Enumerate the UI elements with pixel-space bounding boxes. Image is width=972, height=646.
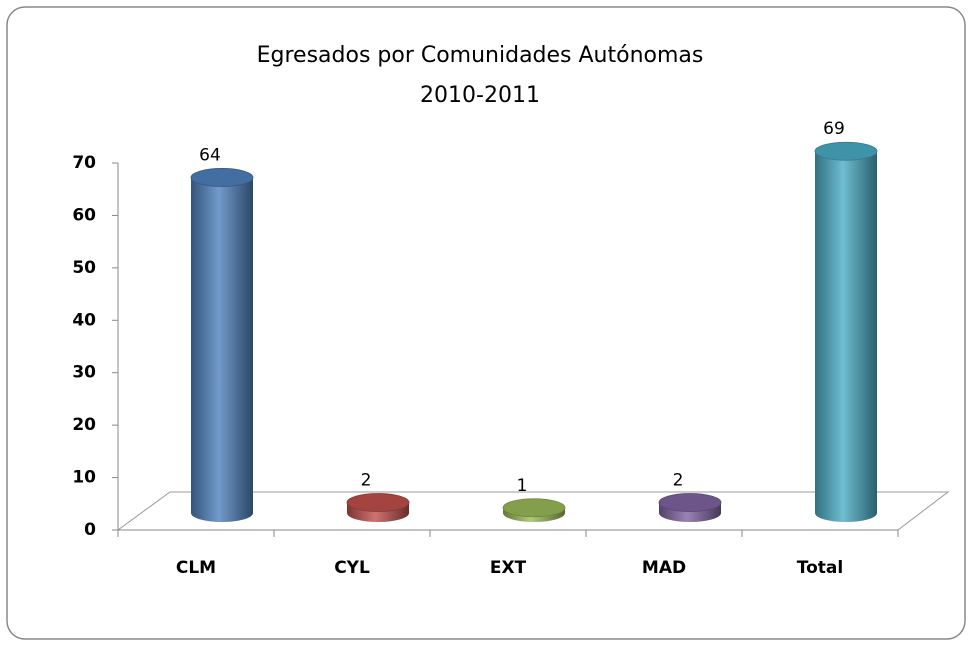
bar-top	[502, 498, 566, 518]
y-tick-label: 50	[72, 258, 96, 278]
y-tick-label: 10	[72, 468, 96, 488]
y-tick-label: 20	[72, 415, 96, 435]
x-tick-label: CLM	[176, 558, 216, 578]
chart-title: Egresados por Comunidades Autónomas	[257, 43, 704, 68]
value-label: 69	[823, 119, 845, 139]
bar-top	[658, 493, 722, 512]
x-tick-label: MAD	[642, 558, 686, 578]
value-label: 2	[673, 471, 684, 491]
value-label: 1	[517, 476, 528, 496]
y-tick-label: 70	[72, 153, 96, 173]
y-tick-label: 30	[72, 363, 96, 383]
bar-top	[190, 168, 254, 187]
y-tick-label: 0	[84, 520, 96, 540]
chart-subtitle: 2010-2011	[420, 83, 540, 108]
y-tick-label: 40	[72, 310, 96, 330]
y-tick-label: 60	[72, 205, 96, 225]
x-tick-label: Total	[797, 558, 843, 578]
bar-top	[346, 493, 410, 512]
bar	[191, 168, 253, 522]
bar-top	[814, 141, 878, 161]
value-label: 2	[361, 471, 372, 491]
x-tick-label: EXT	[490, 558, 527, 578]
bar	[815, 142, 877, 522]
value-label: 64	[199, 145, 221, 165]
x-tick-label: CYL	[334, 558, 370, 578]
